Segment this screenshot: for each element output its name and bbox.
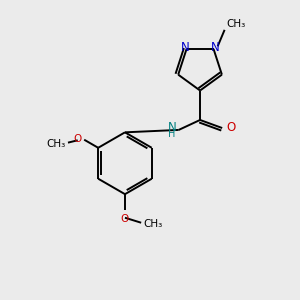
Text: H: H: [168, 129, 176, 139]
Text: CH₃: CH₃: [46, 139, 66, 149]
Text: CH₃: CH₃: [143, 219, 163, 229]
Text: N: N: [211, 41, 220, 54]
Text: O: O: [226, 121, 235, 134]
Text: O: O: [121, 214, 129, 224]
Text: N: N: [168, 122, 177, 134]
Text: N: N: [180, 41, 189, 54]
Text: O: O: [73, 134, 81, 144]
Text: CH₃: CH₃: [226, 19, 245, 29]
